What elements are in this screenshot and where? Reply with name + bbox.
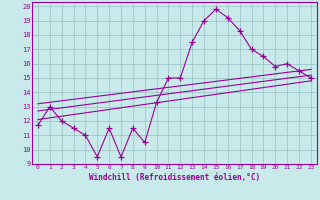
- X-axis label: Windchill (Refroidissement éolien,°C): Windchill (Refroidissement éolien,°C): [89, 173, 260, 182]
